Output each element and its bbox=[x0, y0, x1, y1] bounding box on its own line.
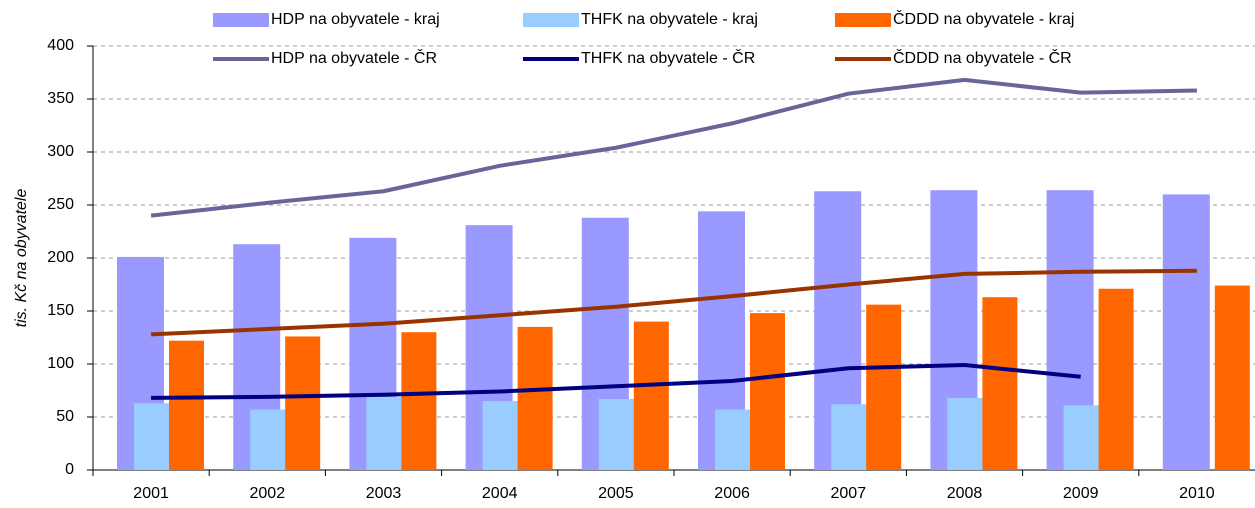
x-tick-label: 2003 bbox=[366, 485, 402, 502]
bar bbox=[750, 313, 785, 470]
bar bbox=[401, 332, 437, 470]
y-tick-label: 300 bbox=[47, 143, 74, 160]
y-tick-label: 400 bbox=[47, 37, 74, 54]
bar bbox=[169, 340, 204, 470]
legend-label: THFK na obyvatele - ČR bbox=[581, 48, 755, 67]
legend-label: ČDDD na obyvatele - kraj bbox=[893, 9, 1074, 28]
x-tick-label: 2006 bbox=[714, 485, 750, 502]
bar bbox=[134, 403, 170, 470]
line bbox=[150, 77, 1197, 218]
legend-label: HDP na obyvatele - ČR bbox=[271, 48, 437, 67]
y-tick-label: 0 bbox=[65, 461, 74, 478]
line bbox=[151, 363, 1081, 400]
legend-label: ČDDD na obyvatele - ČR bbox=[893, 48, 1072, 67]
bar bbox=[715, 409, 751, 470]
bar bbox=[1098, 288, 1134, 470]
bar bbox=[1214, 285, 1250, 470]
legend-label: THFK na obyvatele - kraj bbox=[581, 11, 758, 28]
bar bbox=[982, 297, 1018, 470]
y-tick-label: 200 bbox=[47, 249, 74, 266]
x-tick-label: 2005 bbox=[598, 485, 634, 502]
x-tick-label: 2002 bbox=[250, 485, 286, 502]
legend-swatch bbox=[213, 13, 269, 27]
bar bbox=[366, 396, 403, 470]
legend-swatch bbox=[523, 13, 579, 27]
y-tick-label: 50 bbox=[56, 408, 74, 425]
bar bbox=[831, 404, 868, 470]
bar bbox=[633, 321, 669, 470]
bar bbox=[598, 398, 635, 470]
x-tick-label: 2004 bbox=[482, 485, 518, 502]
x-tick-label: 2009 bbox=[1063, 485, 1099, 502]
bar bbox=[947, 397, 984, 470]
x-tick-label: 2007 bbox=[831, 485, 867, 502]
bar bbox=[517, 326, 553, 470]
y-tick-label: 100 bbox=[47, 355, 74, 372]
x-tick-label: 2010 bbox=[1179, 485, 1215, 502]
bar bbox=[1063, 405, 1100, 470]
x-tick-label: 2001 bbox=[133, 485, 169, 502]
bar bbox=[482, 401, 519, 470]
legend-label: HDP na obyvatele - kraj bbox=[271, 11, 440, 28]
y-tick-label: 250 bbox=[47, 196, 74, 213]
bar bbox=[285, 336, 321, 470]
bar bbox=[250, 409, 287, 470]
line bbox=[151, 268, 1197, 337]
bar bbox=[1162, 194, 1210, 470]
y-tick-label: 150 bbox=[47, 302, 74, 319]
x-tick-label: 2008 bbox=[947, 485, 983, 502]
bar bbox=[866, 304, 902, 470]
y-tick-label: 350 bbox=[47, 90, 74, 107]
legend-swatch bbox=[835, 13, 891, 27]
y-axis-label: tis. Kč na obyvatele bbox=[13, 189, 30, 328]
